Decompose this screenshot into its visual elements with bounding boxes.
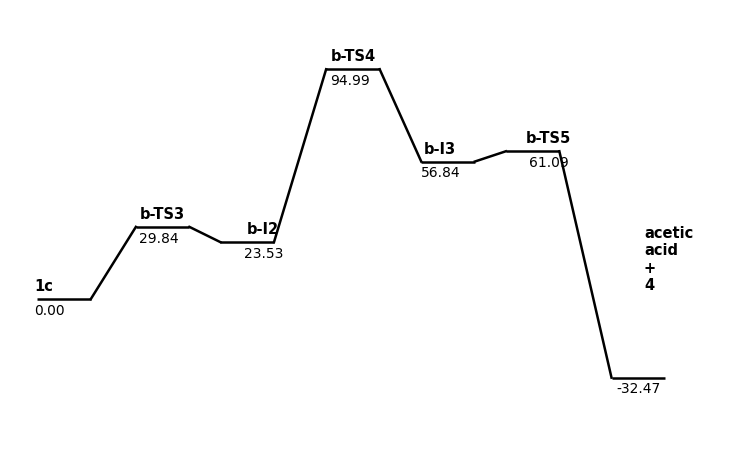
Text: b-I2: b-I2	[247, 222, 280, 237]
Text: b-TS4: b-TS4	[330, 49, 376, 64]
Text: 23.53: 23.53	[244, 247, 283, 261]
Text: 94.99: 94.99	[330, 74, 370, 88]
Text: b-I3: b-I3	[424, 142, 456, 157]
Text: acetic
acid
+
4: acetic acid + 4	[644, 226, 693, 293]
Text: b-TS5: b-TS5	[526, 131, 571, 146]
Text: 1c: 1c	[34, 279, 54, 294]
Text: 61.09: 61.09	[529, 156, 569, 170]
Text: b-TS3: b-TS3	[140, 207, 185, 222]
Text: -32.47: -32.47	[616, 382, 661, 396]
Text: 56.84: 56.84	[421, 166, 461, 180]
Text: 0.00: 0.00	[34, 304, 65, 318]
Text: 29.84: 29.84	[139, 232, 178, 246]
